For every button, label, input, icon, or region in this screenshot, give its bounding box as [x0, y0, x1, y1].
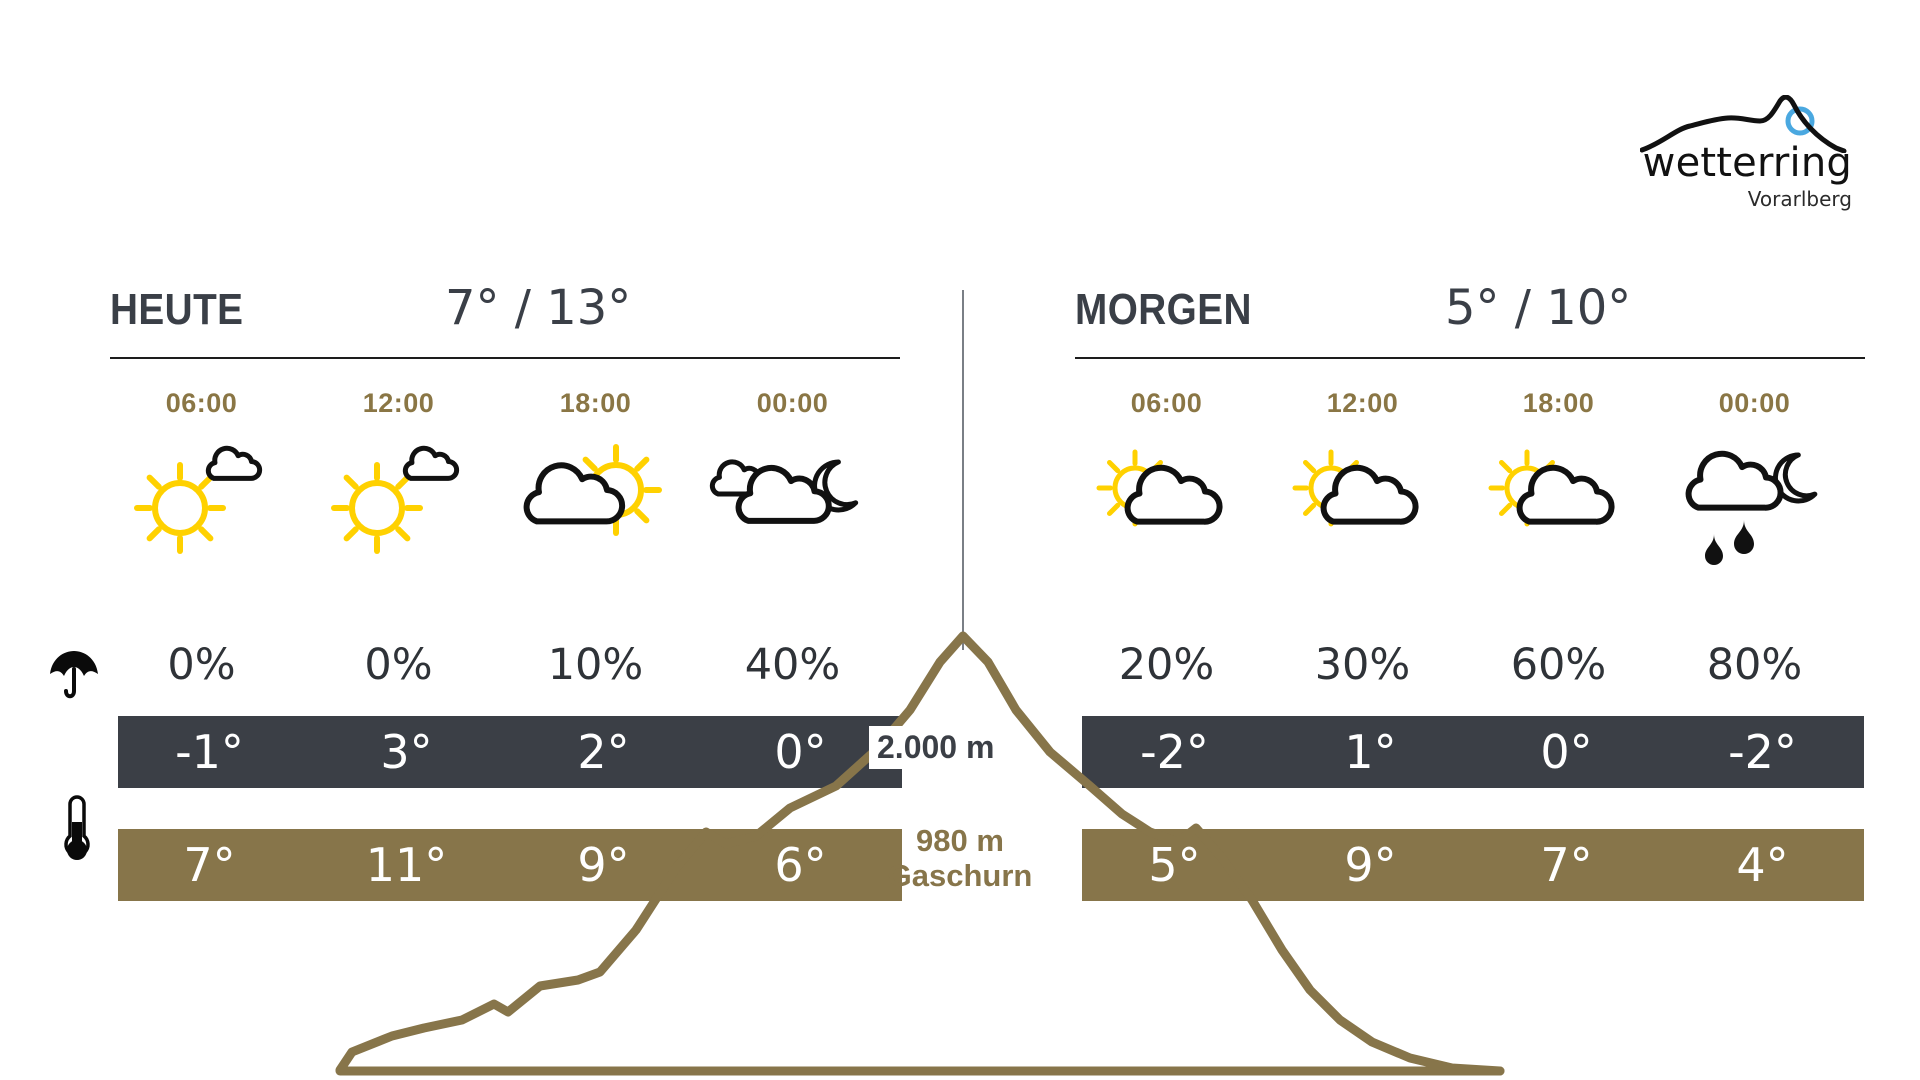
- altitude-low-elevation: 980 m: [916, 823, 1004, 858]
- day-header-tomorrow: MORGEN 5° / 10°: [1075, 284, 1865, 344]
- precip-value-tomorrow-3: 80%: [1706, 640, 1803, 690]
- temp-low-tomorrow-2: 7°: [1540, 838, 1593, 892]
- sun-left-cloud-icon: [1271, 438, 1454, 568]
- precip-value-tomorrow-1: 30%: [1314, 640, 1411, 690]
- precip-value-tomorrow-2: 60%: [1510, 640, 1607, 690]
- logo-wordmark: wetterring: [1642, 140, 1852, 186]
- temp-high-tomorrow-0: -2°: [1140, 725, 1209, 779]
- precip-value-today-3: 40%: [744, 640, 841, 690]
- precip-value-today-0: 0%: [167, 640, 236, 690]
- temp-low-tomorrow-0: 5°: [1148, 838, 1201, 892]
- time-label-tomorrow-3: 00:00: [1718, 388, 1791, 418]
- cloud-sun-right-icon: [504, 438, 687, 568]
- mountain-sun-logo-icon: [1640, 95, 1847, 153]
- time-label-tomorrow-0: 06:00: [1130, 388, 1203, 418]
- day-divider-line: [962, 290, 964, 650]
- sun-left-cloud-icon: [1075, 438, 1258, 568]
- temp-low-tomorrow-1: 9°: [1344, 838, 1397, 892]
- day-header-today: HEUTE 7° / 13°: [110, 284, 900, 344]
- temp-low-today-1: 11°: [365, 838, 448, 892]
- altitude-label-low: 980 m Gaschurn: [845, 823, 1075, 893]
- umbrella-icon: [50, 651, 98, 699]
- time-label-today-3: 00:00: [756, 388, 829, 418]
- precip-value-today-2: 10%: [547, 640, 644, 690]
- temp-high-tomorrow-2: 0°: [1540, 725, 1593, 779]
- thermometer-icon: [64, 795, 90, 860]
- cloud-moon-icon: [701, 438, 884, 568]
- temp-high-today-1: 3°: [380, 725, 433, 779]
- sun-small-cloud-icon: [110, 438, 293, 568]
- temp-high-today-2: 2°: [577, 725, 630, 779]
- day-name-today: HEUTE: [110, 285, 244, 334]
- cloud-moon-rain-icon: [1663, 438, 1846, 568]
- wetterring-logo[interactable]: wetterring Vorarlberg: [1640, 95, 1852, 215]
- altitude-label-high: 2.000 m: [869, 726, 1003, 769]
- time-label-today-2: 18:00: [559, 388, 632, 418]
- time-label-tomorrow-2: 18:00: [1522, 388, 1595, 418]
- temp-low-today-0: 7°: [183, 838, 236, 892]
- altitude-low-place: Gaschurn: [887, 857, 1033, 893]
- time-label-today-0: 06:00: [165, 388, 238, 418]
- day-name-tomorrow: MORGEN: [1075, 285, 1252, 334]
- time-label-tomorrow-1: 12:00: [1326, 388, 1399, 418]
- sun-small-cloud-icon: [307, 438, 490, 568]
- temp-high-tomorrow-1: 1°: [1344, 725, 1397, 779]
- precip-value-tomorrow-0: 20%: [1118, 640, 1215, 690]
- temp-low-today-2: 9°: [577, 838, 630, 892]
- day-range-today: 7° / 13°: [445, 280, 632, 336]
- precip-value-today-1: 0%: [364, 640, 433, 690]
- temp-high-today-3: 0°: [774, 725, 827, 779]
- header-rule-today: [110, 357, 900, 359]
- sun-left-cloud-icon: [1467, 438, 1650, 568]
- time-label-today-1: 12:00: [362, 388, 435, 418]
- temp-high-tomorrow-3: -2°: [1728, 725, 1797, 779]
- header-rule-tomorrow: [1075, 357, 1865, 359]
- day-range-tomorrow: 5° / 10°: [1445, 280, 1632, 336]
- temp-high-today-0: -1°: [175, 725, 244, 779]
- logo-subtitle: Vorarlberg: [1747, 187, 1852, 211]
- temp-low-tomorrow-3: 4°: [1736, 838, 1789, 892]
